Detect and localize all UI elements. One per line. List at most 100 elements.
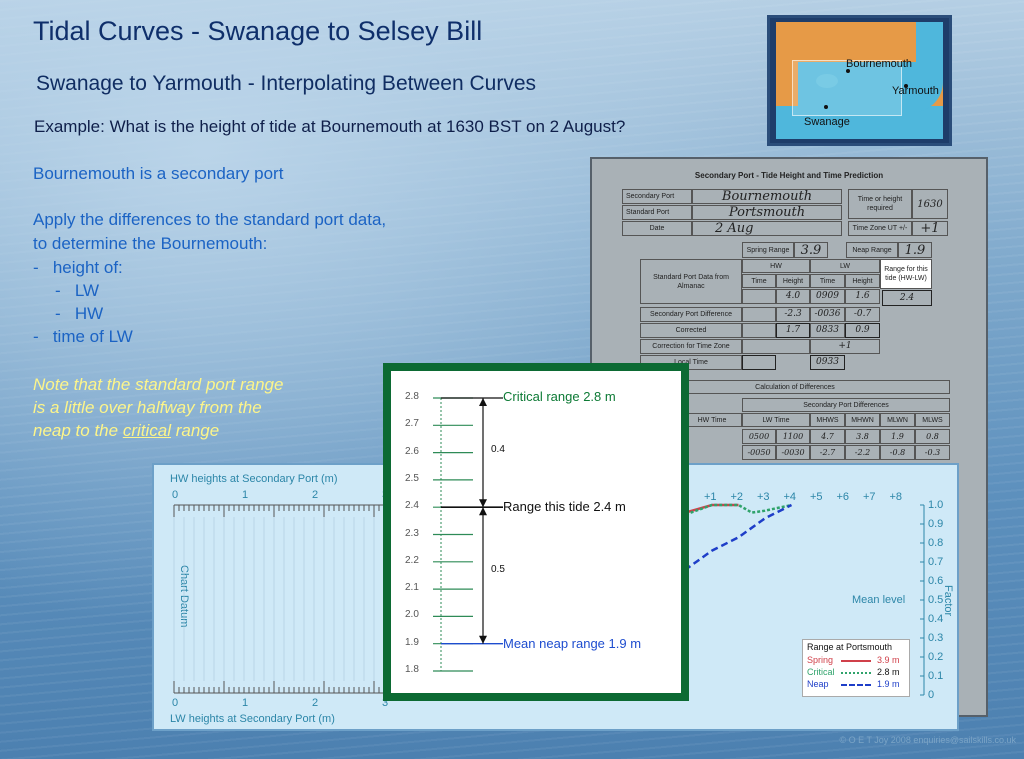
factor-tick-0.8: 0.8 [928,537,944,549]
lw-height-std: 1.6 [845,289,880,304]
hour-tick-+7: +7 [863,491,876,503]
lw-header: LW [810,259,880,273]
secondary-diff-label: Secondary Port Difference [640,307,742,322]
tz-corr-hw [742,339,810,354]
lw-time-col: LW Time [742,413,810,427]
standard-port-label: Standard Port [622,205,692,220]
diff-r2-c6: -0.3 [915,445,950,460]
legend-neap-line [841,684,871,686]
secondary-port-value: Bournemouth [692,189,842,204]
time-zone-label: Time Zone UT +/- [848,221,912,236]
factor-tick-0.6: 0.6 [928,575,944,587]
hw-height-header: Height [776,274,810,288]
diff-r1-c6: 0.8 [915,429,950,444]
hour-tick-+4: +4 [783,491,797,503]
copyright-note: © O E T Joy 2008 enquiries@sailskills.co… [839,735,1016,745]
factor-tick-0.3: 0.3 [928,632,944,644]
local-hw-time [742,355,776,370]
calc-differences-label: Calculation of Differences [640,380,950,394]
map-label-bournemouth: Bournemouth [846,58,913,70]
this-tide-range-label: Range this tide 2.4 m [503,499,626,514]
standard-port-data-label: Standard Port Data from Almanac [640,259,742,304]
range-tick-2.2: 2.2 [405,554,419,566]
secondary-port-label: Secondary Port [622,189,692,204]
spring-range-value: 3.9 [794,242,828,258]
lw-tick-1: 1 [242,697,249,709]
diff-r1-c2: 1100 [776,429,810,444]
factor-tick-0.7: 0.7 [928,556,944,568]
lw-tick-2: 2 [312,697,319,709]
factor-tick-0.4: 0.4 [928,613,944,625]
diff-r2-c2: -0030 [776,445,810,460]
note-secondary-port: Bournemouth is a secondary port [33,164,284,183]
range-tick-2.4: 2.4 [405,500,419,512]
hw-height-std: 4.0 [776,289,810,304]
form-title: Secondary Port - Tide Height and Time Pr… [694,171,884,180]
factor-tick-1.0: 1.0 [928,499,944,511]
local-lw-time: 0933 [810,355,845,370]
date-label: Date [622,221,692,236]
factor-tick-0.5: 0.5 [928,594,944,606]
standard-port-value: Portsmouth [692,205,842,220]
gap-lower-arrow-head-bottom [479,635,487,644]
note-range-3: neap to the critical range [33,420,219,442]
critical-range-label: Critical range 2.8 m [503,389,616,404]
mhws-col: MHWS [810,413,845,427]
corr-hw-height: 1.7 [776,323,810,338]
hour-tick-+2: +2 [730,491,744,503]
hour-tick-+3: +3 [757,491,770,503]
mlws-col: MLWS [915,413,950,427]
chart-legend: Range at Portsmouth Spring 3.9 m Critica… [802,639,910,697]
diff-r2-c5: -0.8 [880,445,915,460]
example-question: Example: What is the height of tide at B… [34,117,626,136]
neap-range-value: 1.9 [898,242,932,258]
note-bullet-lw: - LW [55,281,100,300]
legend-title: Range at Portsmouth [807,642,893,652]
gap-lower-label: 0.5 [491,564,505,575]
spring-range-label: Spring Range [742,242,794,258]
diff-lw-height: -0.7 [845,307,880,322]
mlwn-col: MLWN [880,413,915,427]
diff-r1-c4: 3.8 [845,429,880,444]
diff-hw-time [742,307,776,322]
diff-r2-c1: -0050 [742,445,776,460]
hw-header: HW [742,259,810,273]
range-interpolation-diagram: 2.8 2.7 2.6 2.5 2.4 2.3 2.2 2.1 2.0 1.9 1.8 Critic… [383,363,689,701]
hour-tick-+1: +1 [704,491,717,503]
legend-critical: Critical [807,667,835,677]
corr-lw-time: 0833 [810,323,845,338]
range-value: 2.4 [882,290,932,306]
gap-lower-arrow-head-top [479,507,487,516]
lw-time-std: 0909 [810,289,845,304]
note-range-3a: neap to the [33,421,123,440]
secondary-differences-label: Secondary Port Differences [742,398,950,412]
page-title: Tidal Curves - Swanage to Selsey Bill [33,16,483,46]
factor-tick-0.9: 0.9 [928,518,944,530]
map-land: Bournemouth Yarmouth Swanage [776,22,943,139]
factor-tick-0.1: 0.1 [928,670,944,682]
lw-tick-3: 3 [382,697,389,709]
corr-lw-height: 0.9 [845,323,880,338]
legend-neap: Neap [807,679,829,689]
range-tick-2.0: 2.0 [405,609,419,621]
map-solent [916,22,943,82]
note-bullet-height: - height of: [33,258,123,277]
hour-tick-+8: +8 [889,491,903,503]
hw-axis-label: HW heights at Secondary Port (m) [170,473,338,485]
range-tick-1.9: 1.9 [405,636,419,648]
note-range-2: is a little over halfway from the [33,398,262,417]
range-tick-2.1: 2.1 [405,582,419,594]
diff-r1-c5: 1.9 [880,429,915,444]
range-tick-2.5: 2.5 [405,472,419,484]
map-dot-bournemouth [846,69,850,73]
lw-axis-label: LW heights at Secondary Port (m) [170,713,335,725]
range-tick-2.6: 2.6 [405,445,419,457]
lw-height-header: Height [845,274,880,288]
range-tick-2.7: 2.7 [405,418,419,430]
date-value: 2 Aug [692,221,842,236]
map-label-yarmouth: Yarmouth [892,85,939,97]
diff-hw-height: -2.3 [776,307,810,322]
range-scale-svg [433,397,503,672]
neap-range-label: Neap Range [846,242,898,258]
hw-tick-0: 0 [172,489,179,501]
